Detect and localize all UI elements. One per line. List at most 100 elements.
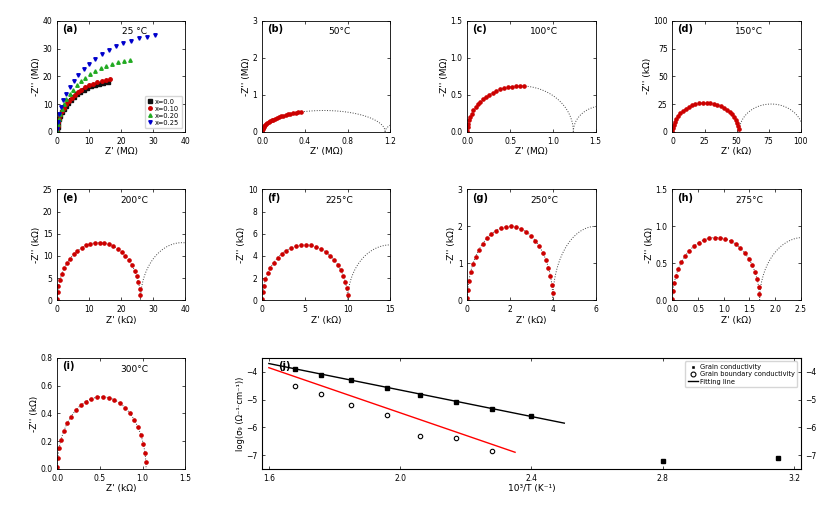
x=0.20 xyxy=(119,58,129,64)
x=0.10 xyxy=(67,95,77,101)
x=0.0 xyxy=(83,85,92,91)
x=0.25 xyxy=(118,40,128,46)
Y-axis label: -Z'' (MΩ): -Z'' (MΩ) xyxy=(440,57,449,96)
Text: (e): (e) xyxy=(62,193,78,203)
Y-axis label: -Z'' (kΩ): -Z'' (kΩ) xyxy=(645,227,654,263)
Text: 100°C: 100°C xyxy=(530,28,558,36)
X-axis label: Z' (kΩ): Z' (kΩ) xyxy=(721,316,752,325)
Text: (b): (b) xyxy=(267,24,283,34)
x=0.25 xyxy=(111,43,121,49)
x=0.25 xyxy=(126,38,136,44)
x=0.25 xyxy=(58,97,68,104)
x=0.10 xyxy=(96,78,106,84)
Y-axis label: -Z'' (kΩ): -Z'' (kΩ) xyxy=(447,227,456,263)
x=0.20 xyxy=(52,127,62,133)
Legend: Grain conductivity, Grain boundary conductivity, Fitting line: Grain conductivity, Grain boundary condu… xyxy=(685,362,797,387)
X-axis label: Z' (kΩ): Z' (kΩ) xyxy=(516,316,547,325)
Grain boundary conductivity xyxy=(487,448,497,454)
x=0.25 xyxy=(74,72,83,78)
Text: (i): (i) xyxy=(62,362,75,371)
X-axis label: 10³/T (K⁻¹): 10³/T (K⁻¹) xyxy=(507,484,556,493)
x=0.10 xyxy=(77,86,87,93)
Grain conductivity xyxy=(415,392,425,399)
Y-axis label: -Z'' (kΩ): -Z'' (kΩ) xyxy=(643,58,652,94)
Text: (a): (a) xyxy=(62,24,78,34)
x=0.25 xyxy=(142,33,152,40)
x=0.0 xyxy=(78,86,88,93)
x=0.20 xyxy=(68,86,78,93)
Grain conductivity xyxy=(316,371,326,378)
x=0.0 xyxy=(57,109,67,115)
Line: x=0.25: x=0.25 xyxy=(56,34,157,131)
x=0.25 xyxy=(65,84,74,90)
Text: 250°C: 250°C xyxy=(530,196,558,205)
x=0.20 xyxy=(113,59,123,66)
x=0.25 xyxy=(91,56,100,62)
x=0.25 xyxy=(69,78,78,84)
Text: 275°C: 275°C xyxy=(735,196,763,205)
x=0.0 xyxy=(75,89,85,95)
X-axis label: Z' (MΩ): Z' (MΩ) xyxy=(105,147,138,156)
Grain boundary conductivity xyxy=(382,412,392,418)
x=0.25 xyxy=(84,61,94,67)
x=0.10 xyxy=(52,127,62,133)
x=0.25 xyxy=(52,126,62,132)
x=0.10 xyxy=(52,123,62,129)
x=0.20 xyxy=(76,78,86,84)
x=0.20 xyxy=(65,91,74,97)
X-axis label: Z' (MΩ): Z' (MΩ) xyxy=(515,147,548,156)
x=0.20 xyxy=(125,57,135,64)
x=0.0 xyxy=(52,127,62,133)
x=0.25 xyxy=(56,104,65,110)
x=0.0 xyxy=(59,106,69,112)
x=0.10 xyxy=(101,77,111,83)
Grain boundary conductivity xyxy=(316,391,326,397)
x=0.0 xyxy=(54,116,64,122)
Grain conductivity xyxy=(290,366,300,372)
Grain boundary conductivity xyxy=(346,402,356,408)
x=0.20 xyxy=(101,63,111,69)
x=0.20 xyxy=(59,101,69,107)
x=0.25 xyxy=(134,35,144,42)
Line: x=0.10: x=0.10 xyxy=(56,78,112,132)
x=0.25 xyxy=(53,118,63,125)
X-axis label: Z' (MΩ): Z' (MΩ) xyxy=(310,147,343,156)
x=0.20 xyxy=(107,61,117,67)
x=0.0 xyxy=(66,96,76,103)
Text: (f): (f) xyxy=(267,193,281,203)
Text: 150°C: 150°C xyxy=(735,28,763,36)
x=0.20 xyxy=(96,65,105,71)
Text: 50°C: 50°C xyxy=(328,28,350,36)
Text: (c): (c) xyxy=(472,24,487,34)
x=0.20 xyxy=(81,75,91,81)
Text: (d): (d) xyxy=(677,24,694,34)
x=0.25 xyxy=(104,47,114,53)
x=0.10 xyxy=(73,89,83,95)
x=0.10 xyxy=(57,108,67,114)
x=0.0 xyxy=(63,100,73,106)
Grain boundary conductivity xyxy=(290,382,300,389)
x=0.20 xyxy=(72,82,82,89)
Y-axis label: -Z'' (MΩ): -Z'' (MΩ) xyxy=(242,57,251,96)
X-axis label: Z' (kΩ): Z' (kΩ) xyxy=(721,147,752,156)
x=0.0 xyxy=(90,82,100,88)
x=0.20 xyxy=(86,71,96,77)
x=0.20 xyxy=(53,121,63,127)
x=0.0 xyxy=(52,123,62,130)
Text: (g): (g) xyxy=(472,193,489,203)
Grain conductivity xyxy=(346,377,356,383)
Grain conductivity xyxy=(658,457,667,464)
x=0.0 xyxy=(60,103,70,109)
Text: 25 °C: 25 °C xyxy=(122,28,146,36)
Grain conductivity xyxy=(451,399,461,405)
Line: x=0.0: x=0.0 xyxy=(56,81,109,132)
X-axis label: Z' (kΩ): Z' (kΩ) xyxy=(311,316,342,325)
x=0.20 xyxy=(56,105,66,111)
x=0.20 xyxy=(61,95,71,102)
x=0.0 xyxy=(103,79,113,85)
Line: x=0.20: x=0.20 xyxy=(56,58,132,131)
X-axis label: Z' (kΩ): Z' (kΩ) xyxy=(106,484,136,493)
x=0.10 xyxy=(105,77,115,83)
Legend: x=0.0, x=0.10, x=0.20, x=0.25: x=0.0, x=0.10, x=0.20, x=0.25 xyxy=(145,96,182,128)
x=0.0 xyxy=(94,81,104,87)
